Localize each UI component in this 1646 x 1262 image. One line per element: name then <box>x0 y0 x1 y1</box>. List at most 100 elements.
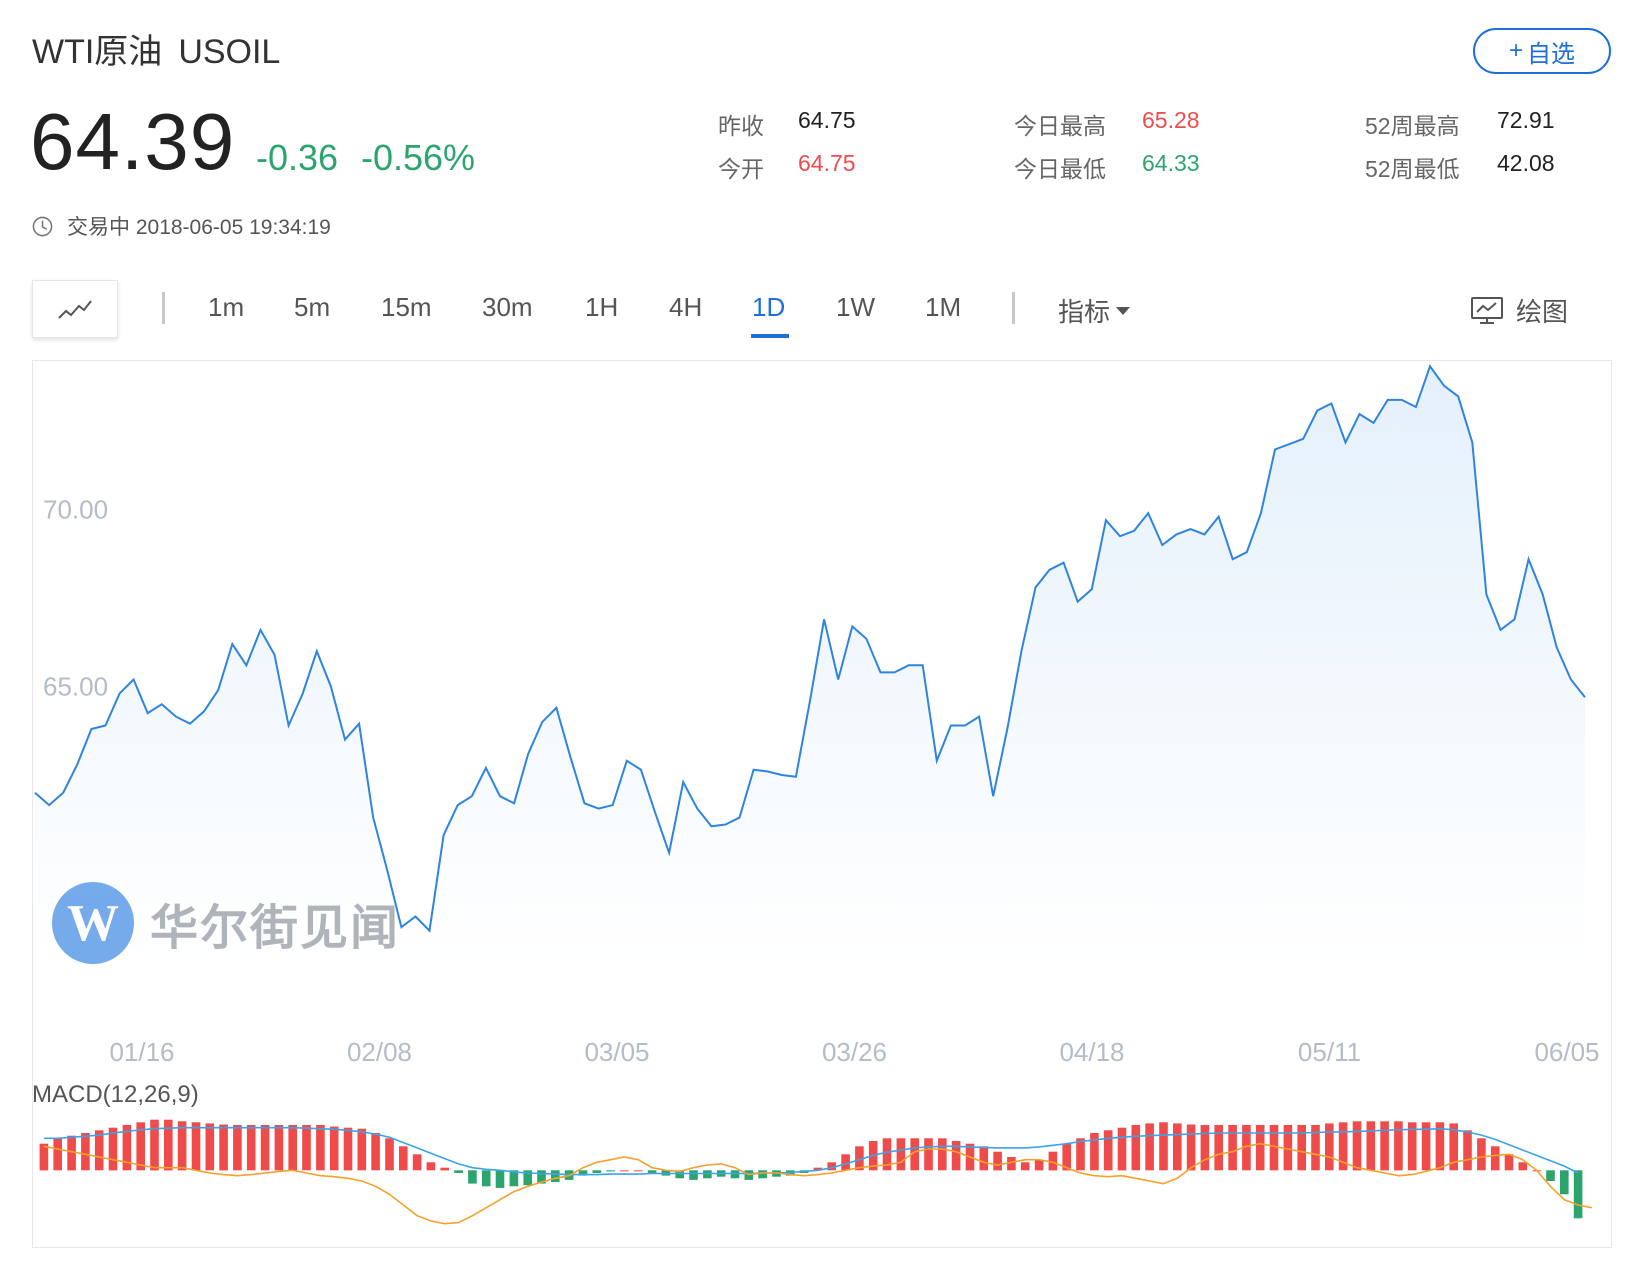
period-4h[interactable]: 4H <box>669 292 703 322</box>
period-1m[interactable]: 1m <box>208 292 245 322</box>
macd-bar <box>1048 1151 1058 1171</box>
macd-bar <box>1269 1125 1279 1171</box>
macd-bar <box>551 1170 560 1182</box>
macd-bar <box>896 1138 906 1171</box>
macd-bar <box>523 1170 532 1186</box>
add-to-watchlist-button[interactable]: + 自选 <box>1473 28 1611 74</box>
period-15m[interactable]: 15m <box>381 292 432 322</box>
drawing-monitor-icon <box>1471 296 1503 324</box>
macd-bar <box>1394 1121 1403 1171</box>
macd-bar <box>1242 1125 1251 1171</box>
macd-bar <box>1297 1125 1306 1171</box>
macd-bar <box>592 1170 602 1173</box>
day-low-label: 今日最低 <box>1014 156 1106 182</box>
active-period-indicator <box>751 334 789 338</box>
macd-bar <box>675 1170 684 1179</box>
day-low-value: 64.33 <box>1142 150 1200 176</box>
macd-bar <box>1311 1125 1320 1171</box>
macd-bar <box>164 1119 173 1171</box>
macd-bar <box>302 1125 311 1171</box>
macd-bar <box>730 1170 740 1179</box>
macd-bar <box>329 1126 339 1171</box>
period-30m[interactable]: 30m <box>482 292 533 322</box>
macd-bar <box>1449 1123 1458 1171</box>
clock-icon <box>32 216 53 236</box>
macd-bar <box>827 1162 836 1171</box>
watermark: W 华尔街见闻 <box>52 882 400 964</box>
open-value: 64.75 <box>798 150 856 176</box>
macd-bar <box>440 1167 449 1171</box>
period-1h[interactable]: 1H <box>585 292 619 322</box>
macd-bar <box>177 1121 187 1171</box>
macd-bar <box>399 1146 408 1171</box>
macd-bar <box>633 1170 643 1172</box>
macd-bar <box>260 1125 270 1171</box>
macd-bar <box>1560 1170 1569 1195</box>
add-to-watchlist-label: 自选 <box>1527 40 1575 68</box>
macd-bar <box>951 1141 961 1171</box>
indicator-dropdown[interactable]: 指标 <box>1058 292 1131 329</box>
macd-bar <box>1228 1125 1237 1171</box>
macd-bar <box>703 1170 712 1179</box>
macd-bar <box>1573 1170 1583 1219</box>
macd-bar <box>1325 1123 1334 1171</box>
macd-bar <box>274 1125 284 1171</box>
macd-dif-line <box>43 1126 1579 1176</box>
macd-bar <box>1131 1125 1141 1171</box>
y-tick-label: 65.00 <box>43 672 108 702</box>
macd-bar <box>1090 1133 1099 1171</box>
price-change-percent: -0.56% <box>361 137 476 178</box>
macd-dea-line <box>43 1142 1593 1225</box>
chart-type-button[interactable] <box>32 280 118 338</box>
period-5m[interactable]: 5m <box>294 292 331 322</box>
macd-bar <box>94 1130 104 1171</box>
macd-bar <box>1463 1130 1472 1171</box>
macd-bar <box>1159 1122 1168 1171</box>
macd-bar <box>426 1162 436 1171</box>
last-price: 64.39 <box>30 97 236 186</box>
y-tick-label: 70.00 <box>43 495 108 525</box>
watermark-text: 华尔街见闻 <box>150 900 401 956</box>
prev-close-label: 昨收 <box>718 113 764 139</box>
macd-bar <box>1007 1157 1016 1171</box>
macd-bar <box>495 1170 505 1188</box>
macd-bar <box>855 1146 864 1171</box>
macd-bar <box>205 1123 215 1171</box>
macd-bar <box>1103 1130 1113 1171</box>
macd-bar <box>1546 1170 1555 1181</box>
period-1mo[interactable]: 1M <box>925 292 962 322</box>
caret-down-icon <box>1116 306 1131 315</box>
macd-bar <box>1366 1121 1376 1171</box>
toolbar-divider <box>1012 292 1015 324</box>
prev-close-value: 64.75 <box>798 107 856 133</box>
macd-chart <box>39 1119 1593 1225</box>
macd-bar <box>1435 1122 1445 1171</box>
period-1w[interactable]: 1W <box>836 292 875 322</box>
day-high-label: 今日最高 <box>1014 113 1106 139</box>
macd-bar <box>979 1146 989 1171</box>
indicator-label: 指标 <box>1058 297 1111 327</box>
instrument-symbol: USOIL <box>178 33 281 71</box>
instrument-title: WTI原油 USOIL <box>32 24 280 73</box>
macd-bar <box>1214 1125 1223 1171</box>
macd-bar <box>1186 1124 1196 1171</box>
x-tick-label: 05/11 <box>1298 1037 1361 1067</box>
macd-bar <box>357 1128 367 1171</box>
draw-label: 绘图 <box>1516 297 1569 327</box>
macd-bar <box>1477 1138 1486 1171</box>
macd-bar <box>1145 1123 1154 1171</box>
week52-high-label: 52周最高 <box>1365 113 1460 139</box>
watermark-logo: W <box>52 882 134 964</box>
macd-bar <box>537 1170 546 1184</box>
macd-bar <box>924 1138 933 1171</box>
line-chart-icon <box>58 300 92 319</box>
macd-bar <box>1352 1121 1362 1171</box>
period-1d[interactable]: 1D <box>752 292 786 322</box>
draw-tool-button[interactable]: 绘图 <box>1470 292 1568 329</box>
macd-bar <box>882 1138 892 1171</box>
x-tick-label: 04/18 <box>1059 1037 1124 1067</box>
macd-bar <box>343 1127 353 1171</box>
x-tick-label: 01/16 <box>109 1037 174 1067</box>
macd-bar <box>136 1122 145 1171</box>
